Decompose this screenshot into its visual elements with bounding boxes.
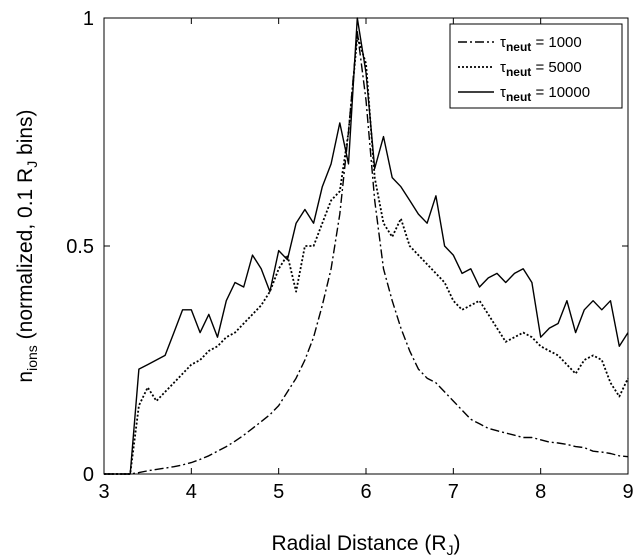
x-axis-label: Radial Distance (RJ) — [271, 532, 460, 558]
x-tick-label: 4 — [186, 481, 197, 503]
legend-label-1: τneut = 1000 — [500, 34, 582, 54]
x-tick-label: 3 — [98, 481, 109, 503]
x-tick-label: 6 — [360, 481, 371, 503]
series-line-2 — [104, 35, 629, 475]
legend: τneut = 1000 τneut = 5000 τneut = 10000 — [449, 23, 623, 109]
series-line-1 — [104, 31, 629, 475]
legend-label-3: τneut = 10000 — [500, 84, 590, 104]
y-tick-label: 0 — [83, 464, 94, 486]
x-tick-label: 9 — [622, 481, 633, 503]
y-tick-label: 1 — [83, 8, 94, 30]
x-tick-label: 8 — [535, 481, 546, 503]
axis-ticks: 3 4 5 6 7 8 9 0 0.5 1 — [66, 8, 633, 503]
x-tick-label: 7 — [448, 481, 459, 503]
y-axis-label: nions (normalized, 0.1 RJ bins) — [14, 109, 40, 382]
series-line-3 — [104, 17, 629, 475]
legend-box — [449, 23, 623, 109]
series-layer — [104, 17, 629, 475]
x-tick-label: 5 — [273, 481, 284, 503]
y-tick-label: 0.5 — [66, 236, 94, 258]
legend-label-2: τneut = 5000 — [500, 59, 582, 79]
